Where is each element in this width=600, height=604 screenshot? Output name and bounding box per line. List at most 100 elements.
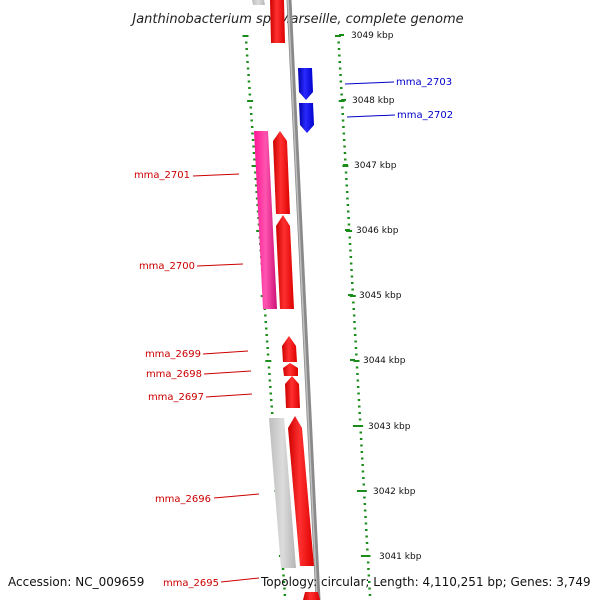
tick-dot <box>269 392 272 395</box>
tick-dot <box>250 113 253 115</box>
tick-dot <box>256 204 259 206</box>
tick-dot <box>358 412 361 414</box>
tick-dot <box>338 54 341 57</box>
gene-label-mma-2703[interactable]: mma_2703 <box>396 77 452 88</box>
tick-dot <box>347 217 350 219</box>
tick-dot <box>247 80 251 83</box>
tick-dot <box>363 496 366 499</box>
tick-dot <box>360 444 363 447</box>
tick-dot <box>282 574 285 577</box>
tick-dot <box>365 542 369 544</box>
gene-label-mma-2695[interactable]: mma_2695 <box>163 578 219 589</box>
gene-arrow-mma-2699[interactable] <box>282 336 297 362</box>
gene-label-mma-2700[interactable]: mma_2700 <box>139 261 195 272</box>
tick-dot <box>352 314 356 317</box>
tick-dot <box>266 347 269 349</box>
tick-dot <box>247 100 254 102</box>
tick-dot <box>254 171 257 174</box>
tick-dot <box>255 197 259 200</box>
gene-arrow-mma-2698[interactable] <box>283 363 298 376</box>
tick-dot <box>264 321 267 323</box>
tick-dot <box>256 210 260 213</box>
tick-dot <box>368 587 371 590</box>
tick-dot <box>348 243 352 245</box>
tick-dot <box>349 262 353 265</box>
leader-mma-2696 <box>213 493 260 499</box>
tick-dot <box>343 152 347 154</box>
tick-dot <box>270 412 274 414</box>
tick-dot <box>348 236 351 239</box>
gene-arrow-mma-2697[interactable] <box>285 376 300 408</box>
gene-label-mma-2697[interactable]: mma_2697 <box>148 392 204 403</box>
tick-dot <box>250 119 253 122</box>
tick-dot <box>345 184 348 187</box>
gene-arrow-mma-2700[interactable] <box>276 215 294 309</box>
tick-dot <box>265 327 268 330</box>
tick-dot <box>353 321 356 323</box>
tick-dot <box>368 581 371 583</box>
tick-dot <box>247 74 250 76</box>
gene-label-mma-2699[interactable]: mma_2699 <box>145 349 201 360</box>
tick-dot <box>368 594 372 596</box>
tick-dot <box>351 288 354 291</box>
tick-dot <box>264 314 267 317</box>
kbp-label-3047: 3047 kbp <box>354 161 397 171</box>
leader-mma-2703 <box>344 81 395 85</box>
tick-dot <box>341 119 345 122</box>
tick-dot <box>361 457 364 460</box>
leader-mma-2702 <box>346 114 396 118</box>
tick-dot <box>337 41 340 44</box>
gene-arrow-mma-2696[interactable] <box>288 416 314 566</box>
kbp-label-3045: 3045 kbp <box>359 291 402 301</box>
tick-dot <box>345 191 349 193</box>
gene-label-mma-2702[interactable]: mma_2702 <box>397 110 453 121</box>
grey-feature <box>269 418 296 568</box>
gene-label-mma-2701[interactable]: mma_2701 <box>134 170 190 181</box>
tick-dot <box>354 347 358 349</box>
tick-dot <box>270 399 273 401</box>
tick-dot <box>339 80 343 83</box>
tick-dot <box>349 249 352 252</box>
kbp-label-3046: 3046 kbp <box>356 226 399 236</box>
kbp-label-3048: 3048 kbp <box>352 96 395 106</box>
tick-dot <box>346 197 349 200</box>
tick-dot <box>352 308 355 310</box>
tick-dot <box>355 353 358 356</box>
kbp-label-3041: 3041 kbp <box>379 552 422 562</box>
leader-mma-2701 <box>192 173 240 177</box>
tick-dot <box>363 509 367 512</box>
tick-dot <box>335 35 341 37</box>
tick-dot <box>363 503 367 505</box>
gene-arrow-mma-2702[interactable] <box>299 103 314 133</box>
kbp-label-3049: 3049 kbp <box>351 31 394 41</box>
tick-dot <box>365 535 368 538</box>
gene-label-mma-2698[interactable]: mma_2698 <box>146 369 202 380</box>
gene-arrow-mma-2703[interactable] <box>298 68 313 100</box>
tick-dot <box>359 438 363 440</box>
tick-dot <box>267 366 271 369</box>
leader-mma-2699 <box>202 350 249 355</box>
tick-dot <box>253 158 256 161</box>
tick-dot <box>251 165 258 167</box>
tick-dot <box>356 373 359 375</box>
tick-dot <box>344 171 348 174</box>
gene-label-mma-2696[interactable]: mma_2696 <box>155 494 211 505</box>
tick-dot <box>366 548 369 551</box>
tick-dot <box>338 61 341 63</box>
gene-arrow-mma-2701[interactable] <box>273 131 290 214</box>
tick-dot <box>340 87 343 89</box>
tick-dot <box>248 87 251 89</box>
tick-dot <box>246 67 250 70</box>
tick-dot <box>345 178 348 180</box>
tick-dot <box>270 405 273 408</box>
tick-dot <box>251 139 255 141</box>
tick-dot <box>358 418 362 421</box>
gene-arrow-mma-2695[interactable] <box>303 592 320 600</box>
kbp-label-3042: 3042 kbp <box>373 487 416 497</box>
tick-dot <box>338 67 342 70</box>
tick-dot <box>268 379 272 382</box>
tick-dot <box>342 139 346 141</box>
tick-dot <box>344 158 347 161</box>
